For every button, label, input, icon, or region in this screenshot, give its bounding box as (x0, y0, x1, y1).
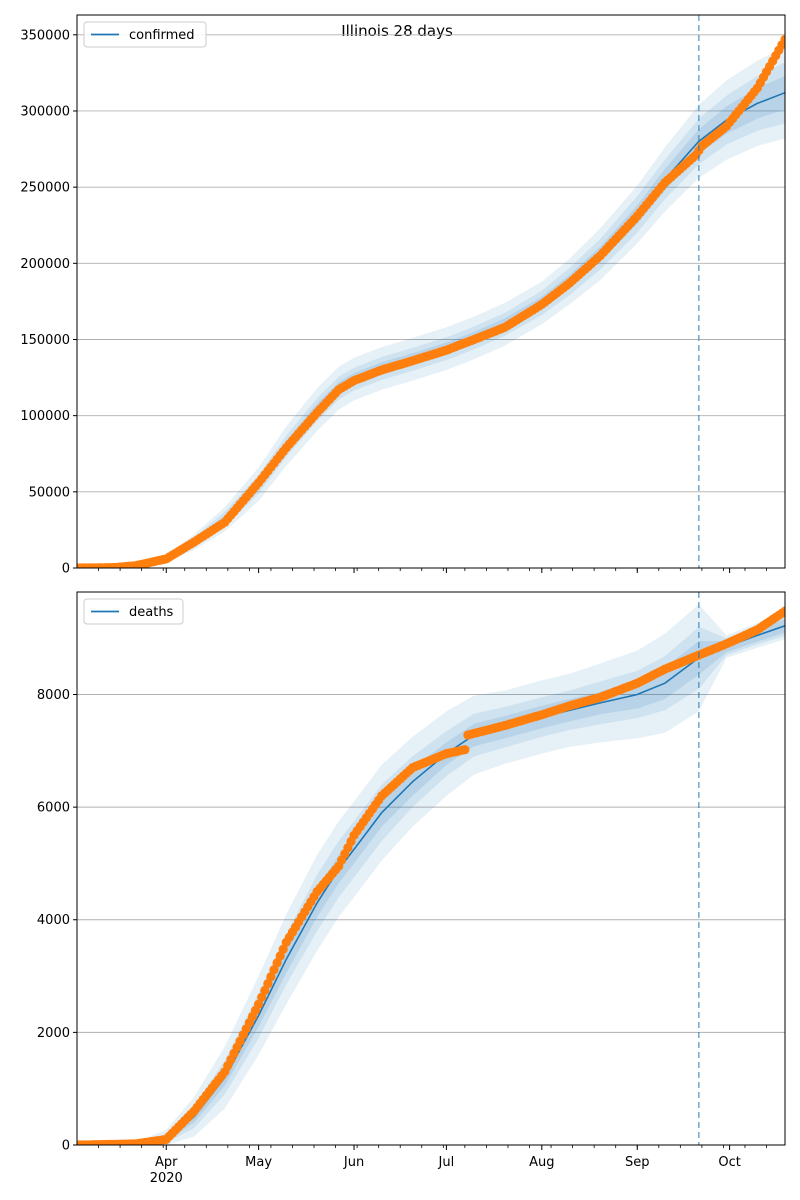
band-outer (77, 47, 785, 568)
y-tick-label: 150000 (20, 333, 70, 348)
legend: deaths (83, 598, 184, 625)
y-tick-label: 0 (62, 1139, 70, 1154)
y-tick-label: 200000 (20, 257, 70, 272)
figure-title: Illinois 28 days (341, 22, 453, 40)
band-middle (77, 615, 785, 1145)
observed-point (269, 965, 279, 975)
y-tick-label: 6000 (37, 801, 70, 816)
confirmed-panel: 0 50000 100000 150000 200000 250000 300000 3500… (20, 14, 786, 577)
x-tick-label: Jul (438, 1155, 455, 1170)
axes-frame (76, 591, 786, 1146)
observed-point (460, 745, 470, 755)
legend-box (83, 598, 184, 625)
legend-label: confirmed (129, 28, 195, 43)
y-tick-label: 8000 (37, 688, 70, 703)
x-tick-label: Sep (625, 1155, 650, 1170)
x-tick-label: Aug (529, 1155, 554, 1170)
band-inner (77, 75, 785, 568)
observed-point (254, 999, 264, 1009)
y-tick-label: 0 (62, 562, 70, 577)
plot-area (77, 34, 785, 568)
observed-point (266, 972, 276, 982)
y-tick-label: 350000 (20, 28, 70, 43)
observed-point (272, 958, 282, 968)
observed-point (263, 979, 273, 989)
y-tick-label: 4000 (37, 913, 70, 928)
observed-point (260, 985, 270, 996)
x-tick-sublabel: 2020 (150, 1171, 183, 1186)
y-tick-label: 250000 (20, 181, 70, 196)
y-tick-label: 2000 (37, 1026, 70, 1041)
x-tick-label: Jun (343, 1155, 364, 1170)
legend-label: deaths (129, 605, 174, 620)
x-tick-label: Apr (155, 1155, 178, 1170)
y-tick-label: 50000 (29, 485, 70, 500)
x-tick-label: May (245, 1155, 272, 1170)
y-tick-label: 300000 (20, 104, 70, 119)
axes-frame (76, 14, 786, 569)
band-middle (77, 62, 785, 568)
legend-box (83, 21, 207, 48)
model-line (77, 91, 785, 568)
x-tick-label: Oct (718, 1155, 740, 1170)
plot-area (77, 604, 785, 1145)
observed-point (780, 34, 785, 44)
observed-point (278, 944, 288, 954)
y-tick-label: 100000 (20, 409, 70, 424)
observed-point (780, 606, 785, 616)
legend: confirmed (83, 21, 207, 48)
